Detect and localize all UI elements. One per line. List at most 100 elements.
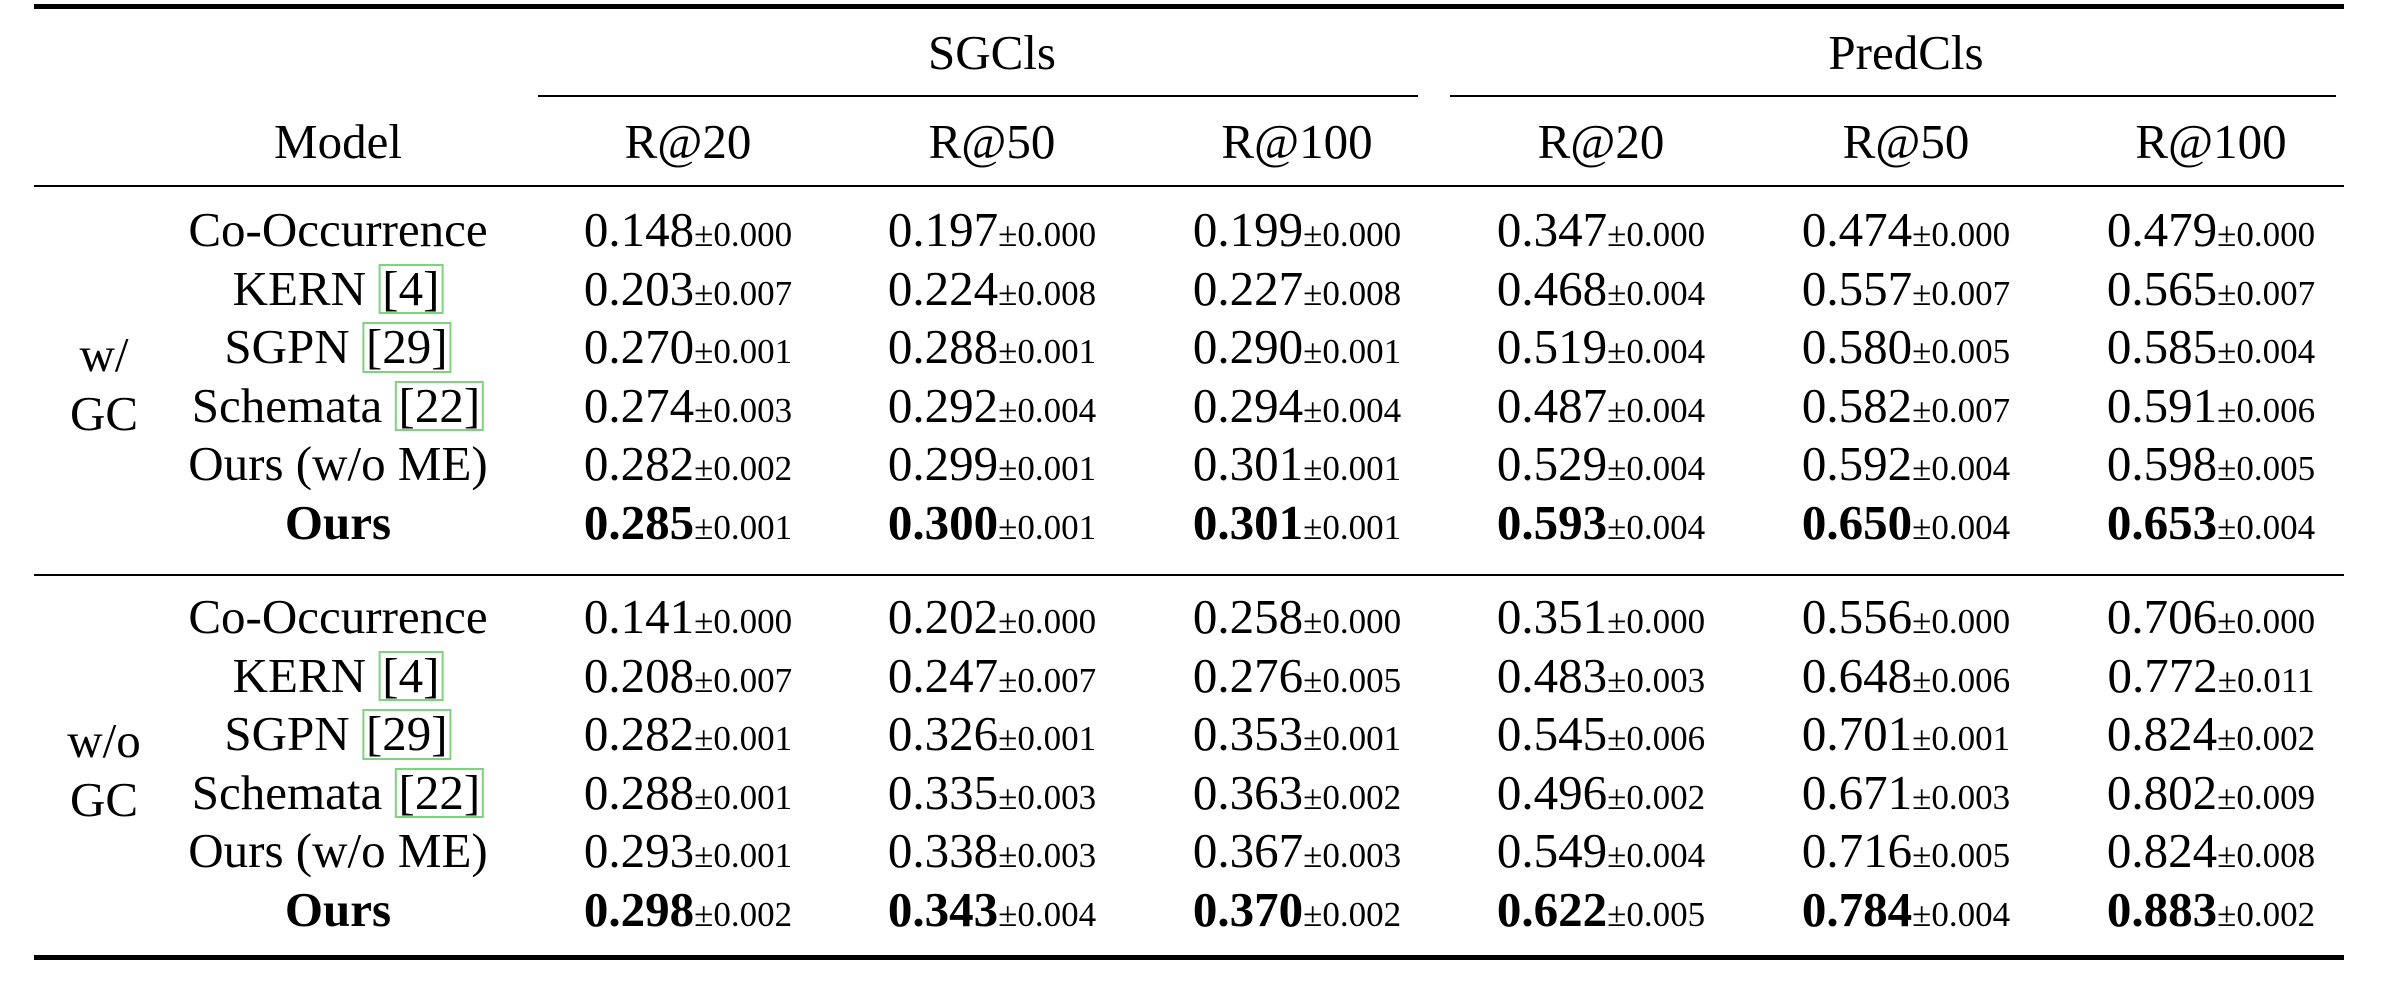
table-cell: 0.591±0.006 xyxy=(2107,381,2315,430)
cell-mean: 0.598 xyxy=(2106,436,2218,491)
cell-std: ±0.001 xyxy=(1303,332,1402,371)
table-cell: 0.545±0.006 xyxy=(1497,709,1705,758)
cell-mean: 0.585 xyxy=(2106,319,2218,374)
column-header-sgcls-r100: R@100 xyxy=(1221,114,1373,169)
cell-mean: 0.353 xyxy=(1192,706,1304,761)
table-cell: 0.487±0.004 xyxy=(1497,381,1705,430)
cell-mean: 0.301 xyxy=(1192,494,1304,550)
citation-bracket: ] xyxy=(423,260,440,316)
table-cell: 0.802±0.009 xyxy=(2107,768,2315,817)
table-cell: 0.772±0.011 xyxy=(2108,651,2315,700)
model-label: SGPN xyxy=(224,706,362,761)
cell-std: ±0.007 xyxy=(694,273,793,313)
cell-mean: 0.203 xyxy=(583,260,695,316)
cell-std: ±0.007 xyxy=(694,660,793,700)
table-cell: 0.227±0.008 xyxy=(1193,264,1401,313)
table-cell: 0.298±0.002 xyxy=(584,885,792,934)
cell-std: ±0.000 xyxy=(1303,602,1402,641)
cell-std: ±0.002 xyxy=(694,449,793,488)
predcls-group-rule xyxy=(1450,95,2336,97)
cell-std: ±0.000 xyxy=(1912,602,2011,641)
cell-std: ±0.008 xyxy=(2217,836,2316,875)
bottom-rule xyxy=(34,955,2344,960)
citation-number: 29 xyxy=(382,706,432,761)
column-header-predcls-r50: R@50 xyxy=(1842,114,1970,169)
model-name: Co-Occurrence xyxy=(188,205,487,254)
section-label-with-gc-line1: w/ xyxy=(79,327,129,382)
cell-mean: 0.276 xyxy=(1192,647,1304,703)
table-cell: 0.343±0.004 xyxy=(888,885,1096,934)
model-name: SGPN [29] xyxy=(224,706,452,761)
cell-std: ±0.002 xyxy=(1303,777,1402,817)
cell-mean: 0.298 xyxy=(583,881,695,937)
citation-link[interactable]: [4] xyxy=(378,650,444,702)
table-cell: 0.290±0.001 xyxy=(1193,322,1401,371)
cell-std: ±0.004 xyxy=(1607,390,1706,430)
model-label: Co-Occurrence xyxy=(188,589,488,644)
cell-std: ±0.000 xyxy=(1303,215,1402,254)
table-cell: 0.648±0.006 xyxy=(1802,651,2010,700)
table-cell: 0.335±0.003 xyxy=(888,768,1096,817)
citation-link[interactable]: [22] xyxy=(394,380,485,432)
cell-std: ±0.004 xyxy=(1607,273,1706,313)
table-cell: 0.883±0.002 xyxy=(2107,885,2315,934)
cell-mean: 0.549 xyxy=(1496,823,1608,878)
cell-std: ±0.004 xyxy=(1912,507,2011,547)
cell-mean: 0.148 xyxy=(583,202,695,257)
cell-mean: 0.347 xyxy=(1496,202,1608,257)
table-cell: 0.474±0.000 xyxy=(1802,205,2010,254)
cell-std: ±0.003 xyxy=(998,836,1097,875)
citation-link[interactable]: [4] xyxy=(378,260,444,316)
top-rule xyxy=(34,4,2344,9)
cell-mean: 0.468 xyxy=(1496,260,1608,316)
cell-mean: 0.285 xyxy=(583,494,695,550)
table-cell: 0.224±0.008 xyxy=(888,264,1096,313)
table-cell: 0.270±0.001 xyxy=(584,322,792,371)
table-cell: 0.197±0.000 xyxy=(888,205,1096,254)
citation-bracket: [ xyxy=(398,764,415,820)
cell-std: ±0.003 xyxy=(998,777,1097,817)
cell-mean: 0.288 xyxy=(887,319,999,374)
table-cell: 0.370±0.002 xyxy=(1193,885,1401,934)
table-cell: 0.580±0.005 xyxy=(1802,322,2010,371)
cell-mean: 0.258 xyxy=(1192,589,1304,644)
table-cell: 0.565±0.007 xyxy=(2107,264,2315,313)
cell-std: ±0.001 xyxy=(694,507,793,547)
table-cell: 0.622±0.005 xyxy=(1497,885,1705,934)
citation-link[interactable]: [29] xyxy=(361,319,452,374)
column-header-sgcls-r20: R@20 xyxy=(624,114,752,169)
model-name: Schemata [22] xyxy=(192,764,485,820)
citation-bracket: [ xyxy=(365,319,383,374)
cell-mean: 0.557 xyxy=(1801,260,1913,316)
model-label: Ours xyxy=(284,881,392,937)
cell-mean: 0.247 xyxy=(887,647,999,703)
citation-link[interactable]: [29] xyxy=(361,706,452,761)
cell-std: ±0.000 xyxy=(1912,215,2011,254)
cell-std: ±0.006 xyxy=(1607,719,1706,758)
cell-mean: 0.556 xyxy=(1801,589,1913,644)
cell-std: ±0.004 xyxy=(1607,507,1706,547)
column-header-sgcls-r50: R@50 xyxy=(928,114,1056,169)
table-cell: 0.293±0.001 xyxy=(584,826,792,875)
cell-std: ±0.007 xyxy=(1912,273,2011,313)
cell-std: ±0.000 xyxy=(1607,602,1706,641)
cell-mean: 0.282 xyxy=(583,706,695,761)
table-cell: 0.299±0.001 xyxy=(888,439,1096,488)
cell-std: ±0.003 xyxy=(1912,777,2011,817)
cell-mean: 0.343 xyxy=(887,881,999,937)
cell-mean: 0.202 xyxy=(887,589,999,644)
cell-std: ±0.005 xyxy=(1912,332,2011,371)
cell-mean: 0.650 xyxy=(1801,494,1913,550)
table-cell: 0.557±0.007 xyxy=(1802,264,2010,313)
table-cell: 0.338±0.003 xyxy=(888,826,1096,875)
model-name: Ours (w/o ME) xyxy=(188,826,487,875)
table-cell: 0.301±0.001 xyxy=(1193,498,1401,547)
section-divider-rule xyxy=(34,574,2344,576)
cell-mean: 0.592 xyxy=(1801,436,1913,491)
table-cell: 0.294±0.004 xyxy=(1193,381,1401,430)
model-label: Ours (w/o ME) xyxy=(188,436,488,491)
citation-link[interactable]: [22] xyxy=(394,764,485,820)
table-cell: 0.274±0.003 xyxy=(584,381,792,430)
cell-std: ±0.000 xyxy=(1607,215,1706,254)
cell-mean: 0.671 xyxy=(1801,764,1913,820)
